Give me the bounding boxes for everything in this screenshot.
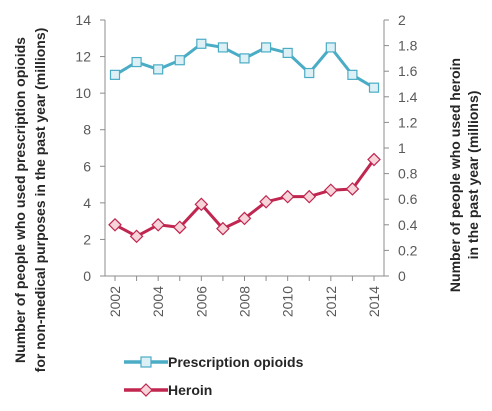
right-tick-label: 1.6 [398, 63, 418, 79]
x-tick-label: 2006 [193, 286, 209, 317]
right-tick-label: 0.2 [398, 242, 418, 258]
legend-marker-prescription-opioids [140, 356, 152, 368]
data-point-heroin [323, 183, 338, 198]
axes [100, 19, 389, 281]
data-point-prescription-opioids [368, 82, 380, 93]
legend-marker-heroin [139, 383, 153, 397]
data-point-heroin [172, 220, 187, 235]
data-point-prescription-opioids [304, 67, 315, 79]
data-point-prescription-opioids [131, 56, 142, 68]
data-point-heroin [345, 182, 360, 196]
legend-label-prescription-opioids: Prescription opioids [168, 354, 304, 370]
data-point-prescription-opioids [153, 64, 164, 75]
data-point-heroin [280, 189, 295, 204]
data-point-prescription-opioids [260, 42, 272, 53]
right-tick-label: 0.4 [398, 217, 418, 233]
legend-item-heroin: Heroin [124, 382, 212, 398]
left-tick-label: 0 [83, 268, 91, 284]
data-point-heroin [108, 217, 122, 232]
data-point-heroin [129, 229, 144, 244]
data-point-heroin [151, 217, 166, 232]
right-tick-label: 0 [398, 268, 406, 284]
data-point-heroin [216, 221, 230, 236]
data-point-prescription-opioids [174, 55, 185, 66]
x-tick-label: 2002 [107, 286, 123, 317]
x-tick-label: 2004 [150, 286, 166, 317]
tick-labels: 0 2 4 6 8 10 12 14 0 0.2 0.4 0.6 0.8 1 1.2 1.4 1.6 1.8 2 20… [75, 12, 417, 317]
right-axis-title-line2: in the past year (millions) [465, 91, 481, 260]
data-point-prescription-opioids [217, 42, 229, 53]
data-point-prescription-opioids [325, 42, 336, 53]
legend-label-heroin: Heroin [168, 382, 212, 398]
data-point-heroin [367, 152, 381, 167]
right-tick-label: 0.6 [398, 191, 418, 207]
left-tick-label: 14 [75, 12, 91, 28]
x-tick-label: 2008 [237, 286, 253, 317]
data-point-prescription-opioids [109, 69, 121, 80]
right-tick-label: 1 [398, 140, 406, 156]
right-tick-label: 2 [398, 12, 406, 28]
x-tick-label: 2012 [323, 286, 339, 317]
data-point-heroin [194, 197, 209, 212]
right-tick-label: 1.8 [398, 38, 418, 54]
data-point-prescription-opioids [347, 69, 358, 80]
left-tick-label: 8 [83, 122, 91, 138]
x-tick-label: 2010 [280, 286, 296, 317]
right-tick-label: 1.4 [398, 89, 418, 105]
right-axis-title-line1: Number of people who used heroin [447, 58, 463, 292]
legend-item-prescription-opioids: Prescription opioids [124, 354, 304, 370]
left-axis-title-line2: for non-medical purposes in the past yea… [32, 28, 48, 373]
data-point-prescription-opioids [239, 53, 250, 64]
left-axis-title-line1: Number of people who used prescription o… [12, 37, 28, 363]
legend: Prescription opioids Heroin [124, 354, 304, 398]
right-tick-label: 1.2 [398, 114, 418, 130]
series-markers [108, 38, 381, 244]
left-tick-label: 4 [83, 195, 91, 211]
data-point-heroin [302, 189, 317, 204]
data-point-prescription-opioids [282, 47, 293, 59]
left-tick-label: 2 [83, 231, 91, 247]
left-tick-label: 6 [83, 158, 91, 174]
right-tick-label: 0.8 [398, 166, 418, 182]
data-point-heroin [237, 211, 252, 226]
left-tick-label: 10 [75, 85, 91, 101]
left-tick-label: 12 [75, 49, 91, 65]
data-point-prescription-opioids [196, 38, 207, 49]
x-tick-label: 2014 [366, 286, 382, 317]
data-point-heroin [259, 194, 273, 209]
